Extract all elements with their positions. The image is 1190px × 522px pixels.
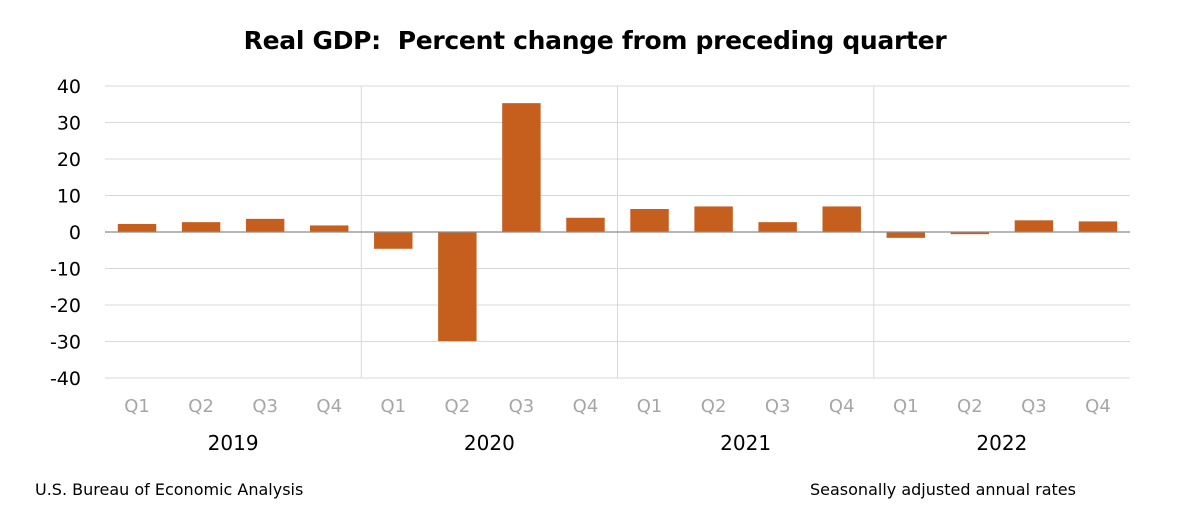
bar (886, 232, 925, 238)
bar (310, 225, 349, 232)
source-note: U.S. Bureau of Economic Analysis (35, 480, 304, 499)
y-tick-label: -20 (50, 295, 81, 317)
bar (502, 103, 541, 232)
y-tick-label: 0 (69, 222, 81, 244)
bar (694, 206, 733, 232)
y-tick-label: 40 (57, 76, 81, 98)
x-tick-label: Q1 (380, 396, 406, 417)
x-tick-label: Q3 (1021, 396, 1047, 417)
x-tick-label: Q2 (188, 396, 214, 417)
year-label: 2022 (976, 431, 1027, 455)
x-tick-label: Q2 (957, 396, 983, 417)
bar (630, 209, 669, 232)
x-tick-label: Q1 (124, 396, 150, 417)
year-label: 2020 (464, 431, 515, 455)
bars (117, 103, 1118, 342)
y-tick-label: 10 (57, 186, 81, 208)
y-tick-label: 30 (57, 113, 81, 135)
y-tick-label: -30 (50, 332, 81, 354)
x-tick-label: Q4 (1085, 396, 1111, 417)
bar (822, 206, 861, 232)
x-tick-label: Q4 (573, 396, 599, 417)
x-tick-label: Q3 (252, 396, 278, 417)
bar (566, 217, 605, 232)
year-label: 2021 (720, 431, 771, 455)
x-tick-label: Q1 (893, 396, 919, 417)
bar (1078, 221, 1118, 232)
x-tick-label: Q2 (701, 396, 727, 417)
x-tick-label: Q3 (509, 396, 535, 417)
y-tick-labels: 40 30 20 10 0 -10 -20 -30 -40 (50, 76, 81, 390)
x-tick-label: Q1 (637, 396, 663, 417)
y-tick-label: -10 (50, 259, 81, 281)
y-tick-label: 20 (57, 149, 81, 171)
x-tick-labels: Q1 Q2 Q3 Q4 Q1 Q2 Q3 Q4 Q1 Q2 Q3 Q4 Q1 Q2 Q3 Q4 (124, 396, 1111, 417)
chart-title: Real GDP: Percent change from preceding … (243, 26, 947, 55)
bar (181, 222, 221, 232)
year-labels: 2019 2020 2021 2022 (208, 431, 1028, 455)
bar (1014, 220, 1054, 232)
x-tick-label: Q4 (829, 396, 855, 417)
x-tick-label: Q3 (765, 396, 791, 417)
bar (758, 222, 797, 232)
bar (117, 223, 157, 232)
bar (245, 218, 285, 232)
bar (438, 232, 477, 342)
x-tick-label: Q4 (316, 396, 342, 417)
rates-note: Seasonally adjusted annual rates (810, 480, 1076, 499)
year-label: 2019 (208, 431, 259, 455)
bar (950, 232, 990, 235)
y-tick-label: -40 (50, 368, 81, 390)
bar (374, 232, 413, 249)
x-tick-label: Q2 (445, 396, 471, 417)
